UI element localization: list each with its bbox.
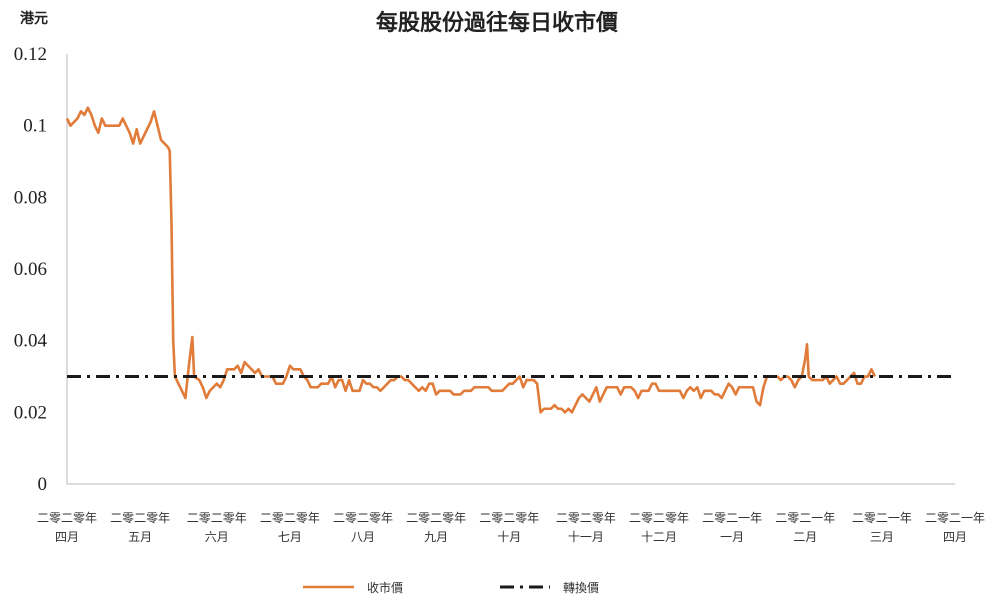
x-tick-label-month: 八月 [351, 530, 375, 544]
x-tick-label-year: 二零二零年 [556, 511, 616, 525]
x-tick-label-month: 五月 [128, 530, 152, 544]
x-tick-label-year: 二零二零年 [479, 511, 539, 525]
x-axis: 二零二零年四月二零二零年五月二零二零年六月二零二零年七月二零二零年八月二零二零年… [37, 483, 985, 544]
y-tick-label: 0.06 [14, 259, 47, 280]
x-tick-label-month: 七月 [278, 530, 302, 544]
x-tick-label-year: 二零二零年 [187, 511, 247, 525]
y-axis: 0 0.02 0.04 0.06 0.08 0.1 0.12 [14, 44, 68, 495]
closing-price-line [65, 106, 877, 414]
legend-label: 收市價 [367, 580, 403, 595]
legend: 收市價 轉換價 [303, 580, 599, 595]
x-tick-label-month: 四月 [943, 530, 967, 544]
x-tick-label-month: 十一月 [568, 530, 604, 544]
y-axis-unit-label: 港元 [20, 10, 48, 27]
x-tick-label-month: 十二月 [641, 530, 677, 544]
y-tick-label: 0.12 [14, 44, 47, 65]
y-tick-label: 0.08 [14, 187, 47, 208]
x-tick-label-year: 二零二一年 [702, 511, 762, 525]
x-tick-label-year: 二零二一年 [925, 511, 985, 525]
x-tick-label-year: 二零二一年 [852, 511, 912, 525]
x-tick-label-month: 六月 [205, 530, 229, 544]
x-tick-label-month: 一月 [720, 530, 744, 544]
x-tick-label-year: 二零二零年 [110, 511, 170, 525]
chart-title: 每股股份過往每日收市價 [376, 10, 619, 36]
y-tick-label: 0.02 [14, 402, 47, 423]
y-tick-label: 0.1 [23, 116, 47, 137]
x-tick-label-month: 十月 [497, 530, 521, 544]
x-tick-label-month: 四月 [55, 530, 79, 544]
x-tick-label-month: 三月 [870, 530, 894, 544]
x-tick-label-year: 二零二零年 [629, 511, 689, 525]
x-tick-label-year: 二零二零年 [333, 511, 393, 525]
y-tick-label: 0 [38, 474, 48, 495]
x-tick-label-year: 二零二一年 [775, 511, 835, 525]
x-tick-label-month: 二月 [793, 530, 817, 544]
x-tick-label-year: 二零二零年 [37, 511, 97, 525]
x-tick-label-year: 二零二零年 [260, 511, 320, 525]
series-layer [65, 106, 955, 414]
legend-label: 轉換價 [563, 581, 599, 595]
y-tick-label: 0.04 [14, 331, 48, 352]
x-tick-label-year: 二零二零年 [406, 511, 466, 525]
x-tick-label-month: 九月 [424, 530, 448, 544]
legend-item: 轉換價 [500, 581, 599, 595]
legend-item: 收市價 [303, 580, 403, 595]
